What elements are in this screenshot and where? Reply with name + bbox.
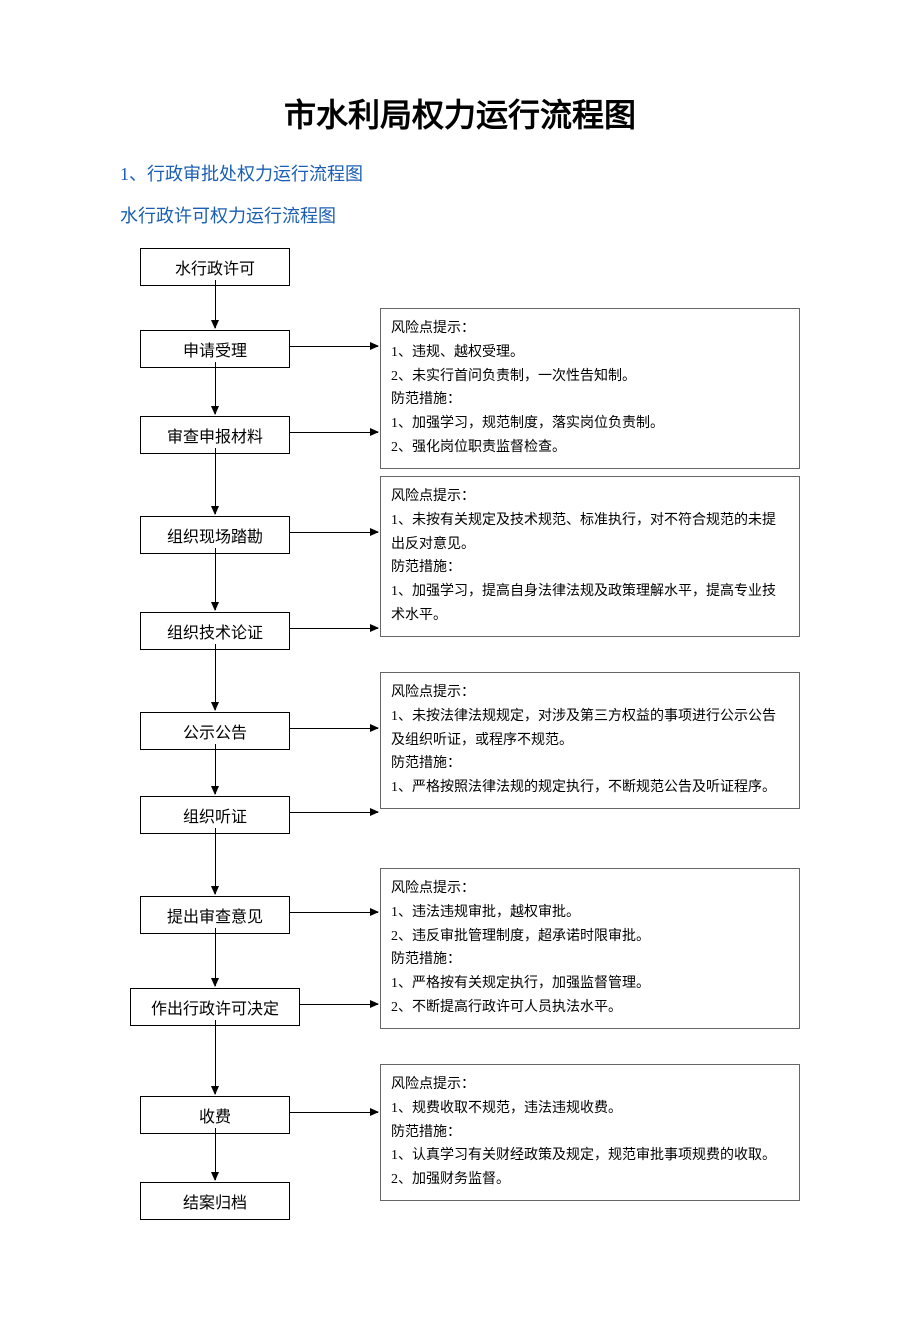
arrow-h-4b	[300, 1004, 378, 1005]
arrow-v-6	[215, 828, 216, 894]
arrow-v-5	[215, 744, 216, 794]
info-box-1: 风险点提示： 1、违规、越权受理。 2、未实行首问负责制，一次性告知制。 防范措…	[380, 308, 800, 469]
arrow-h-3a	[290, 728, 378, 729]
info-box-2: 风险点提示： 1、未按有关规定及技术规范、标准执行，对不符合规范的未提出反对意见…	[380, 476, 800, 637]
arrow-h-4a	[290, 912, 378, 913]
arrow-v-0	[215, 280, 216, 328]
arrow-h-2b	[290, 628, 378, 629]
info-text-3: 风险点提示： 1、未按法律法规规定，对涉及第三方权益的事项进行公示公告及组织听证…	[391, 685, 776, 795]
arrow-v-9	[215, 1128, 216, 1180]
arrow-h-1a	[290, 346, 378, 347]
info-box-3: 风险点提示： 1、未按法律法规规定，对涉及第三方权益的事项进行公示公告及组织听证…	[380, 672, 800, 809]
arrow-v-7	[215, 928, 216, 986]
arrow-h-1b	[290, 432, 378, 433]
arrow-v-3	[215, 548, 216, 610]
main-title: 市水利局权力运行流程图	[120, 90, 800, 136]
arrow-h-5a	[290, 1112, 378, 1113]
node-archive: 结案归档	[140, 1182, 290, 1220]
arrow-v-2	[215, 448, 216, 514]
section-title: 1、行政审批处权力运行流程图	[120, 160, 800, 186]
info-box-5: 风险点提示： 1、规费收取不规范，违法违规收费。 防范措施： 1、认真学习有关财…	[380, 1064, 800, 1201]
arrow-v-4	[215, 644, 216, 710]
arrow-h-3b	[290, 812, 378, 813]
info-text-5: 风险点提示： 1、规费收取不规范，违法违规收费。 防范措施： 1、认真学习有关财…	[391, 1077, 776, 1187]
info-box-4: 风险点提示： 1、违法违规审批，越权审批。 2、违反审批管理制度，超承诺时限审批…	[380, 868, 800, 1029]
arrow-v-1	[215, 362, 216, 414]
arrow-h-2a	[290, 532, 378, 533]
info-text-2: 风险点提示： 1、未按有关规定及技术规范、标准执行，对不符合规范的未提出反对意见…	[391, 489, 776, 623]
flowchart-diagram: 水行政许可 申请受理 审查申报材料 组织现场踏勘 组织技术论证 公示公告 组织听…	[120, 248, 800, 1268]
info-text-1: 风险点提示： 1、违规、越权受理。 2、未实行首问负责制，一次性告知制。 防范措…	[391, 321, 664, 455]
info-text-4: 风险点提示： 1、违法违规审批，越权审批。 2、违反审批管理制度，超承诺时限审批…	[391, 881, 650, 1015]
sub-title: 水行政许可权力运行流程图	[120, 202, 800, 228]
arrow-v-8	[215, 1020, 216, 1094]
